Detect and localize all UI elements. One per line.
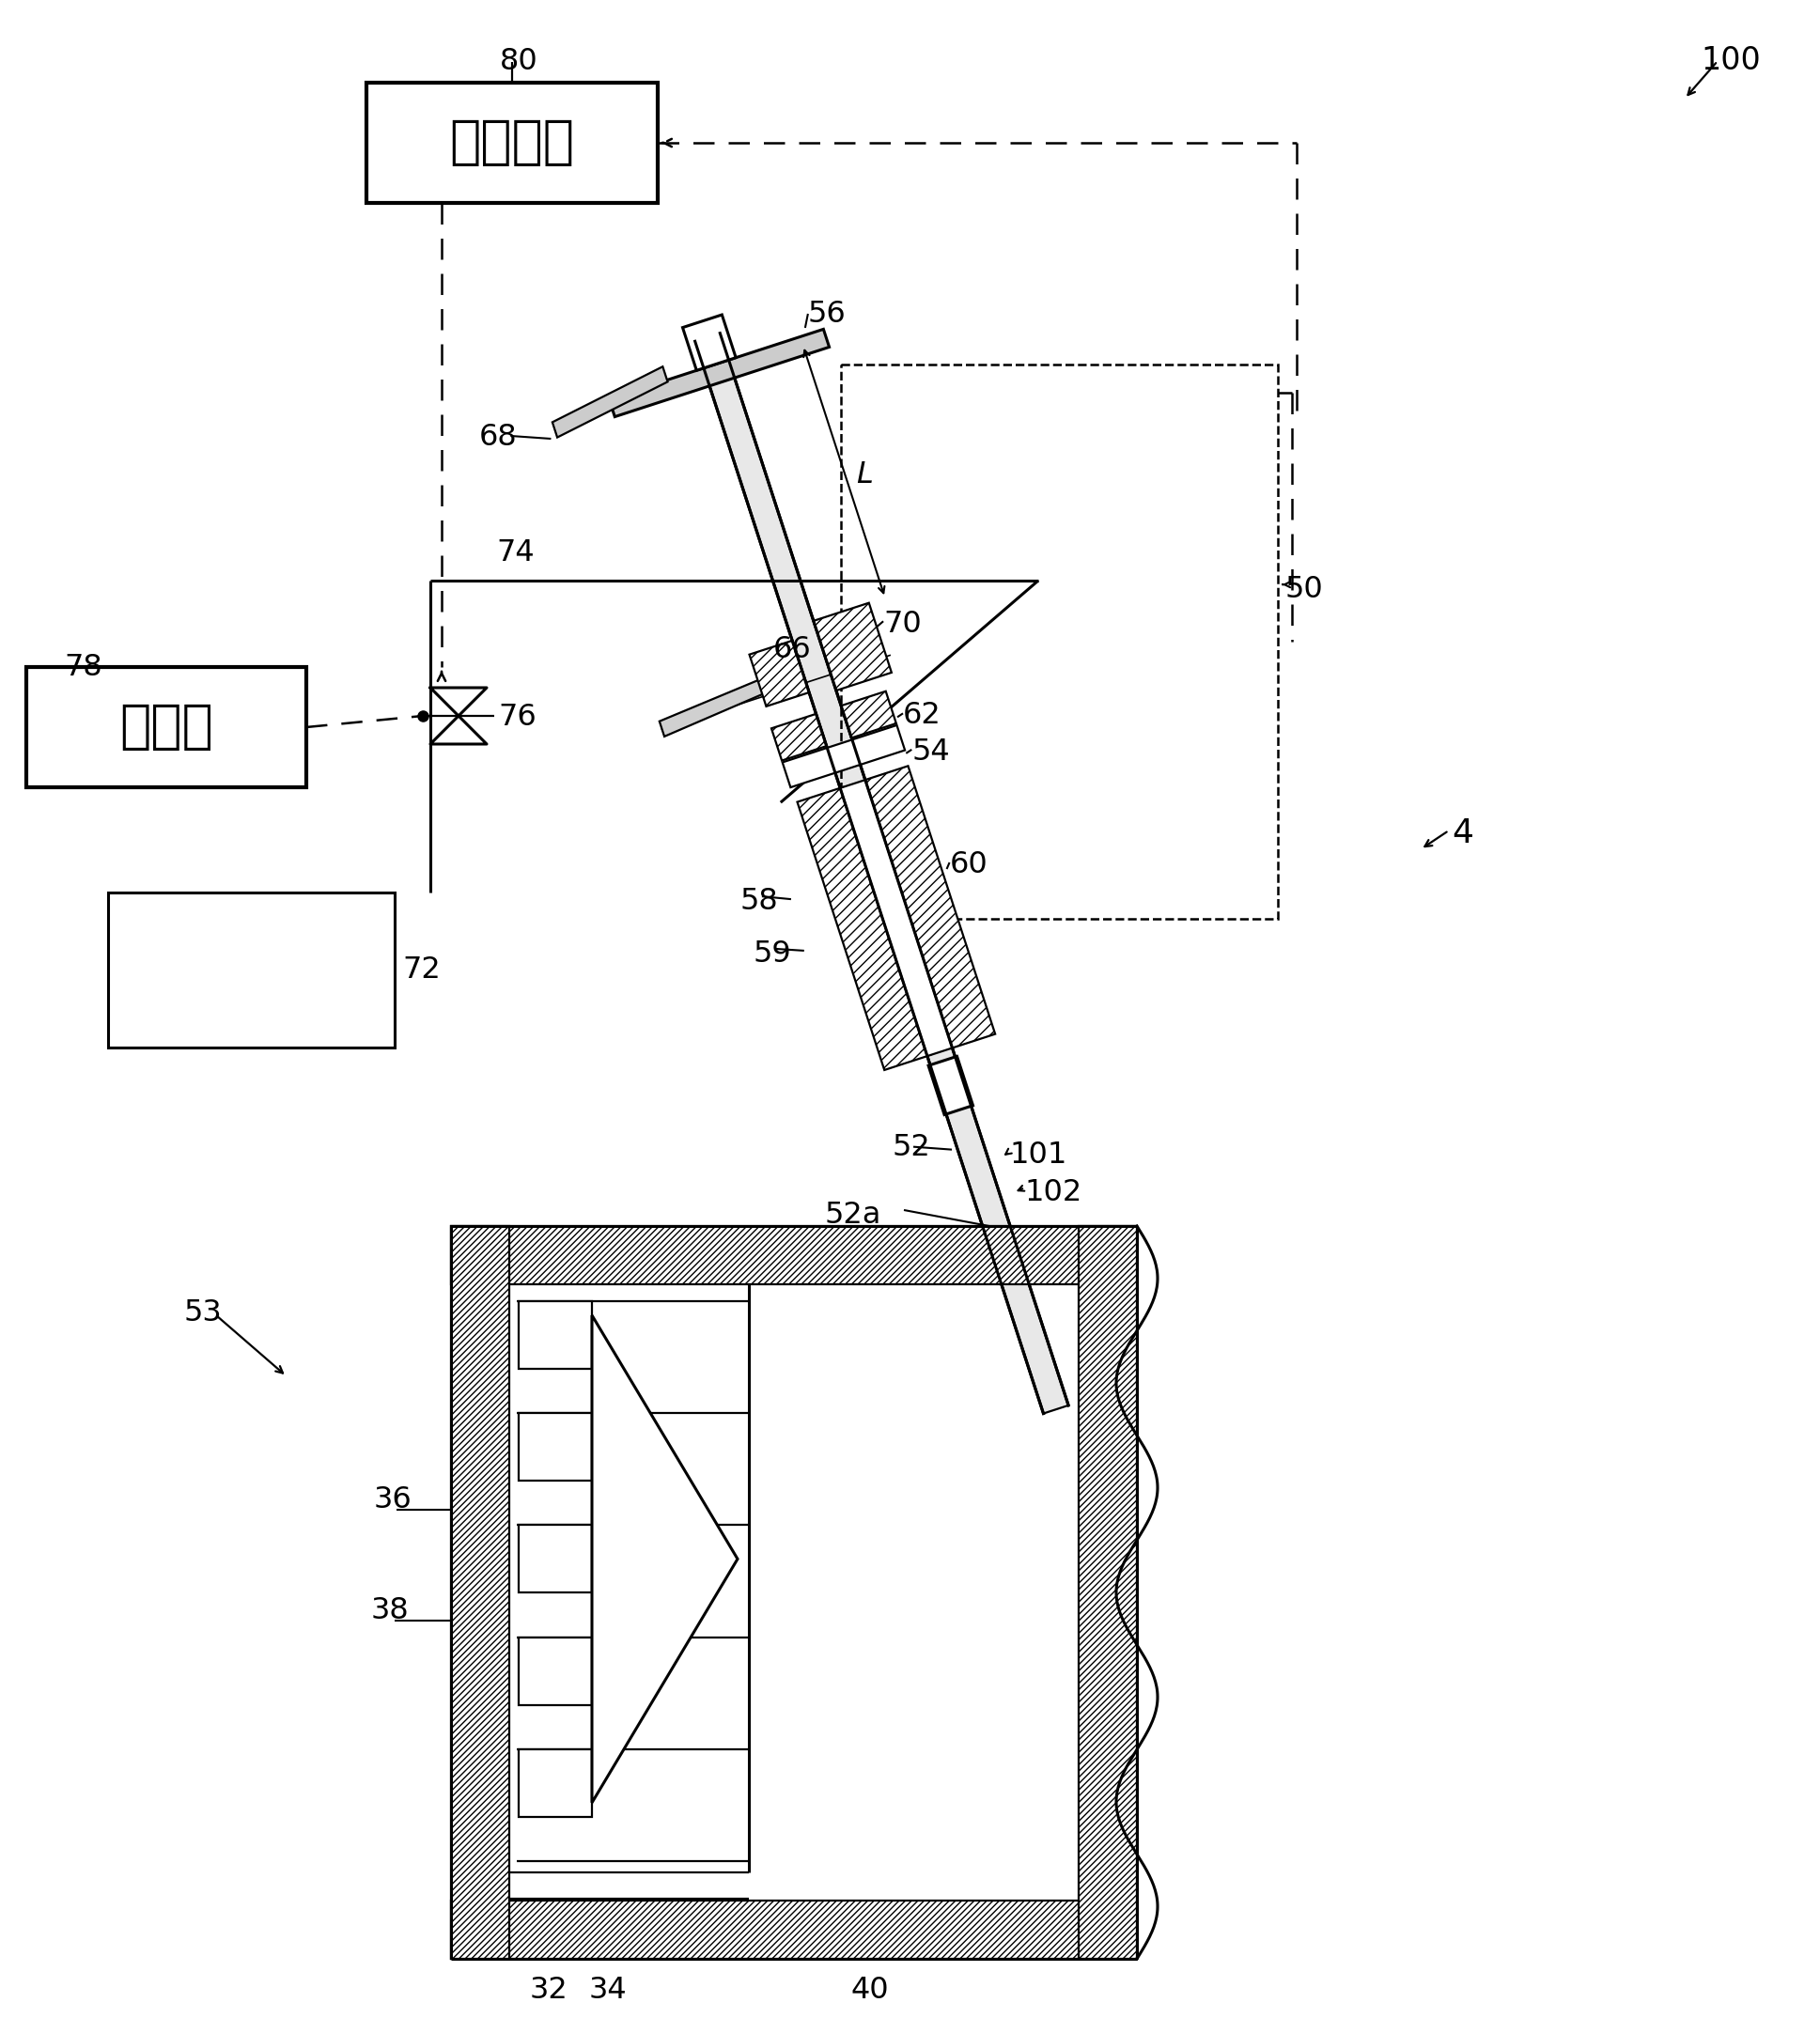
Polygon shape [841, 692, 895, 739]
Bar [1079, 1227, 1138, 1959]
Bar [519, 1302, 592, 1368]
Text: 53: 53 [184, 1298, 222, 1328]
Text: 58: 58 [741, 888, 779, 916]
Text: L: L [855, 460, 874, 488]
Text: 50: 50 [1285, 575, 1323, 603]
Bar [519, 1526, 592, 1592]
Bar [519, 1750, 592, 1816]
Polygon shape [797, 789, 926, 1070]
Polygon shape [592, 1316, 737, 1802]
Text: 78: 78 [64, 654, 102, 682]
Text: 62: 62 [903, 700, 941, 731]
Bar [366, 83, 657, 204]
Bar [451, 1227, 1138, 1283]
Text: 56: 56 [808, 299, 846, 329]
Text: 100: 100 [1700, 44, 1760, 77]
Text: 72: 72 [402, 955, 440, 985]
Polygon shape [695, 333, 1068, 1413]
Bar [519, 1637, 592, 1705]
Text: 101: 101 [1008, 1140, 1067, 1170]
Text: 59: 59 [753, 940, 792, 969]
Text: 52: 52 [892, 1132, 930, 1162]
Text: 4: 4 [1452, 817, 1472, 850]
Polygon shape [772, 714, 826, 761]
Polygon shape [864, 767, 996, 1047]
Text: 80: 80 [501, 46, 539, 77]
Text: 70: 70 [883, 609, 921, 640]
Polygon shape [814, 603, 892, 690]
Polygon shape [551, 367, 668, 438]
Bar [519, 1413, 592, 1481]
Text: 38: 38 [371, 1596, 410, 1624]
Bar [451, 1227, 510, 1959]
Text: 66: 66 [774, 636, 812, 664]
Polygon shape [841, 779, 952, 1055]
Text: 68: 68 [479, 422, 517, 452]
Text: 36: 36 [373, 1485, 413, 1514]
Bar [451, 1901, 1138, 1959]
Text: 40: 40 [852, 1976, 890, 2004]
Text: 32: 32 [530, 1976, 568, 2004]
Bar [107, 892, 395, 1047]
Text: 52a: 52a [824, 1201, 881, 1229]
Polygon shape [682, 315, 735, 371]
Text: 102: 102 [1025, 1179, 1083, 1207]
Text: 34: 34 [590, 1976, 628, 2004]
Bar [841, 365, 1278, 918]
Bar [25, 668, 306, 787]
Polygon shape [750, 640, 810, 706]
Text: 60: 60 [950, 850, 988, 880]
Polygon shape [783, 724, 905, 787]
Polygon shape [928, 1055, 974, 1114]
Text: 76: 76 [499, 702, 537, 733]
Text: 控制部: 控制部 [120, 702, 213, 753]
Polygon shape [659, 664, 804, 737]
Text: 54: 54 [912, 737, 950, 767]
Text: 诊断装置: 诊断装置 [450, 117, 575, 167]
Polygon shape [610, 329, 830, 418]
Text: 74: 74 [497, 539, 535, 567]
